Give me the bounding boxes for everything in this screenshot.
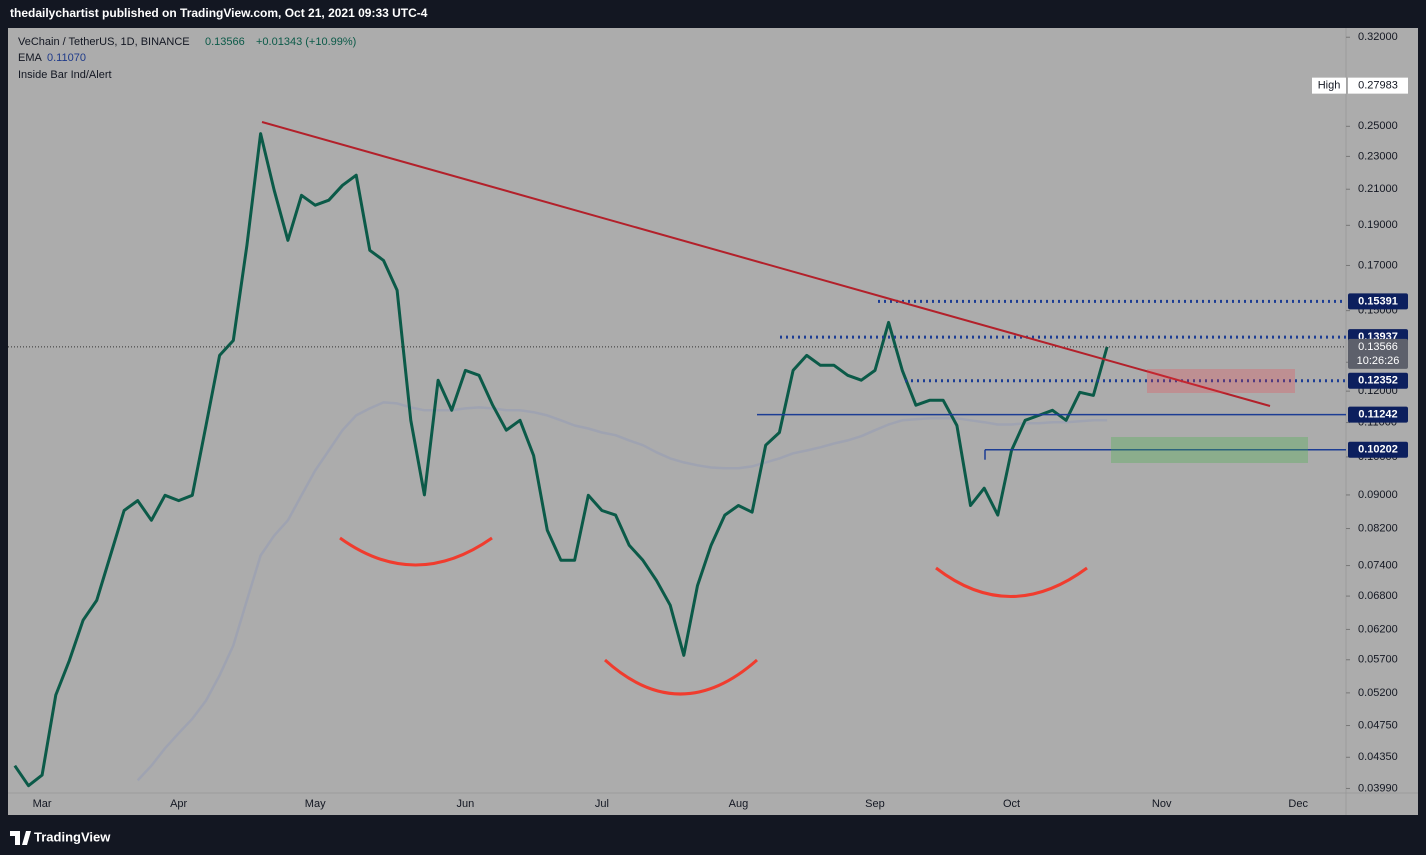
ema-line xyxy=(136,401,1108,782)
drawings xyxy=(261,121,1308,696)
x-tick-label: Jul xyxy=(595,798,609,810)
x-tick-label: Dec xyxy=(1288,798,1308,810)
level-label: 0.11242 xyxy=(1358,409,1397,421)
x-tick-label: Jun xyxy=(457,798,475,810)
plot xyxy=(8,132,1346,788)
price-box xyxy=(1348,338,1408,369)
chart-area xyxy=(8,28,1418,815)
y-tick-label: 0.32000 xyxy=(1358,31,1398,43)
price-line xyxy=(13,132,1109,788)
y-tick-label: 0.07400 xyxy=(1358,559,1398,571)
y-tick-label: 0.21000 xyxy=(1358,183,1398,195)
level-box xyxy=(1348,372,1408,389)
logo xyxy=(10,831,31,845)
brand: TradingView xyxy=(10,829,111,845)
x-tick-label: Sep xyxy=(865,798,885,810)
trend-line xyxy=(261,121,1271,407)
legend-price: 0.13566 xyxy=(205,36,245,48)
y-tick-label: 0.23000 xyxy=(1358,150,1398,162)
x-tick-label: Apr xyxy=(170,798,187,810)
legend-ema: EMA xyxy=(18,52,43,64)
high-value: 0.27983 xyxy=(1358,80,1398,92)
y-tick-label: 0.06200 xyxy=(1358,623,1398,635)
arc xyxy=(603,658,758,696)
level-box xyxy=(1348,293,1408,310)
y-tick-label: 0.08200 xyxy=(1358,522,1398,534)
y-tick-label: 0.17000 xyxy=(1358,259,1398,271)
level-label: 0.15391 xyxy=(1358,295,1398,307)
y-tick-label: 0.25000 xyxy=(1358,120,1398,132)
x-tick-label: Aug xyxy=(729,798,749,810)
x-tick-label: Nov xyxy=(1152,798,1172,810)
high-tag xyxy=(1312,77,1346,94)
legend-change: +0.01343 (+10.99%) xyxy=(256,36,356,48)
x-tick-label: Oct xyxy=(1003,798,1020,810)
level-box xyxy=(1348,406,1408,423)
y-tick-label: 0.04350 xyxy=(1358,751,1398,763)
y-tick-label: 0.04750 xyxy=(1358,719,1398,731)
y-tick-label: 0.03990 xyxy=(1358,782,1398,794)
high-tag-label: High xyxy=(1318,80,1341,92)
level-label: 0.10202 xyxy=(1358,444,1398,456)
publisher: thedailychartist published on TradingVie… xyxy=(10,6,428,20)
x-tick-label: Mar xyxy=(33,798,52,810)
brand-name: TradingView xyxy=(34,829,111,844)
arc xyxy=(339,536,493,567)
legend-indicator: Inside Bar Ind/Alert xyxy=(18,69,112,81)
high-box xyxy=(1348,77,1408,94)
legend-symbol: VeChain / TetherUS, 1D, BINANCE xyxy=(18,36,190,48)
y-tick-label: 0.19000 xyxy=(1358,219,1398,231)
legend-ema-value: 0.11070 xyxy=(47,52,86,64)
y-tick-label: 0.05200 xyxy=(1358,687,1398,699)
zone-red xyxy=(1147,369,1295,393)
level-label: 0.12352 xyxy=(1358,375,1398,387)
level-box xyxy=(1348,441,1408,458)
price-label: 0.13566 xyxy=(1358,341,1398,353)
countdown: 10:26:26 xyxy=(1357,355,1400,367)
zone-green xyxy=(1111,437,1308,463)
y-tick-label: 0.06800 xyxy=(1358,590,1398,602)
y-tick-label: 0.05700 xyxy=(1358,654,1398,666)
x-tick-label: May xyxy=(305,798,326,810)
legend: VeChain / TetherUS, 1D, BINANCE 0.13566 … xyxy=(18,36,356,81)
y-tick-label: 0.09000 xyxy=(1358,489,1398,501)
arc xyxy=(935,566,1088,598)
